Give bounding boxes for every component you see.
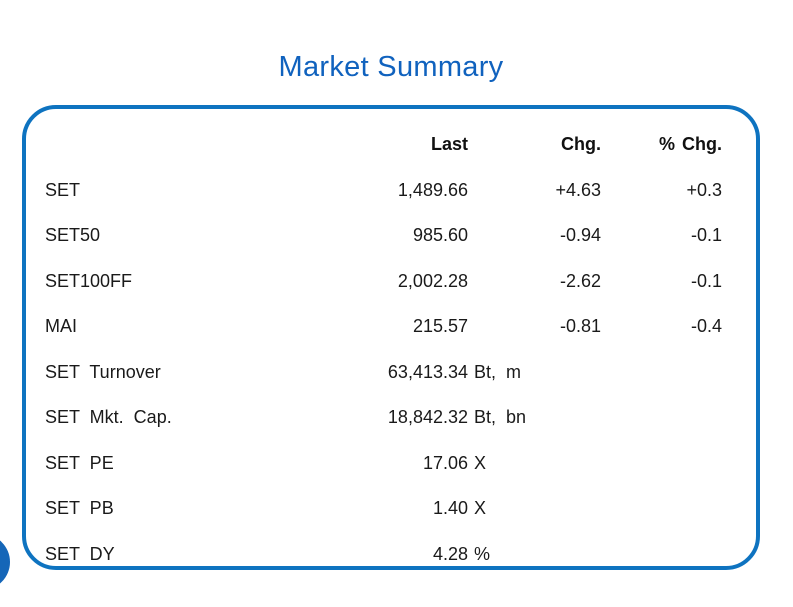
market-summary-table: Last Chg. % Chg. SET 1,489.66 +4.63 +0.3…	[26, 109, 756, 577]
row-label: SET Mkt. Cap.	[45, 407, 172, 428]
market-summary-card: Last Chg. % Chg. SET 1,489.66 +4.63 +0.3…	[22, 105, 760, 570]
corner-circle-decoration	[0, 534, 10, 590]
row-last-value: 63,413.34	[387, 361, 468, 382]
row-last-value: 4.28	[432, 543, 468, 564]
row-unit: %	[474, 543, 491, 564]
row-last-value: 18,842.32	[387, 407, 468, 428]
row-label: SET DY	[45, 543, 115, 564]
column-header-chg: Chg.	[561, 134, 601, 155]
row-label: SET PB	[45, 498, 114, 519]
row-label: SET Turnover	[45, 361, 161, 382]
row-label: SET100FF	[45, 270, 133, 291]
row-unit: Bt, m	[474, 361, 522, 382]
row-last-value: 1,489.66	[397, 179, 468, 200]
row-chg-value: -0.94	[559, 225, 601, 246]
row-unit: X	[474, 452, 487, 473]
row-label: MAI	[45, 316, 78, 337]
row-last-value: 985.60	[412, 225, 468, 246]
row-chg-value: +4.63	[555, 179, 601, 200]
row-chg-value: -0.81	[559, 316, 601, 337]
column-header-pct-chg: % Chg.	[659, 134, 722, 155]
row-pct-chg-value: -0.1	[690, 270, 722, 291]
row-pct-chg-value: -0.4	[690, 316, 722, 337]
row-pct-chg-value: +0.3	[686, 179, 722, 200]
column-header-last: Last	[430, 134, 468, 155]
row-unit: X	[474, 498, 487, 519]
row-last-value: 1.40	[432, 498, 468, 519]
row-chg-value: -2.62	[559, 270, 601, 291]
row-label: SET	[45, 179, 81, 200]
row-unit: Bt, bn	[474, 407, 527, 428]
row-last-value: 2,002.28	[397, 270, 468, 291]
row-last-value: 17.06	[422, 452, 468, 473]
row-pct-chg-value: -0.1	[690, 225, 722, 246]
page-title: Market Summary	[278, 51, 504, 83]
row-label: SET PE	[45, 452, 114, 473]
row-label: SET50	[45, 225, 101, 246]
row-last-value: 215.57	[412, 316, 468, 337]
